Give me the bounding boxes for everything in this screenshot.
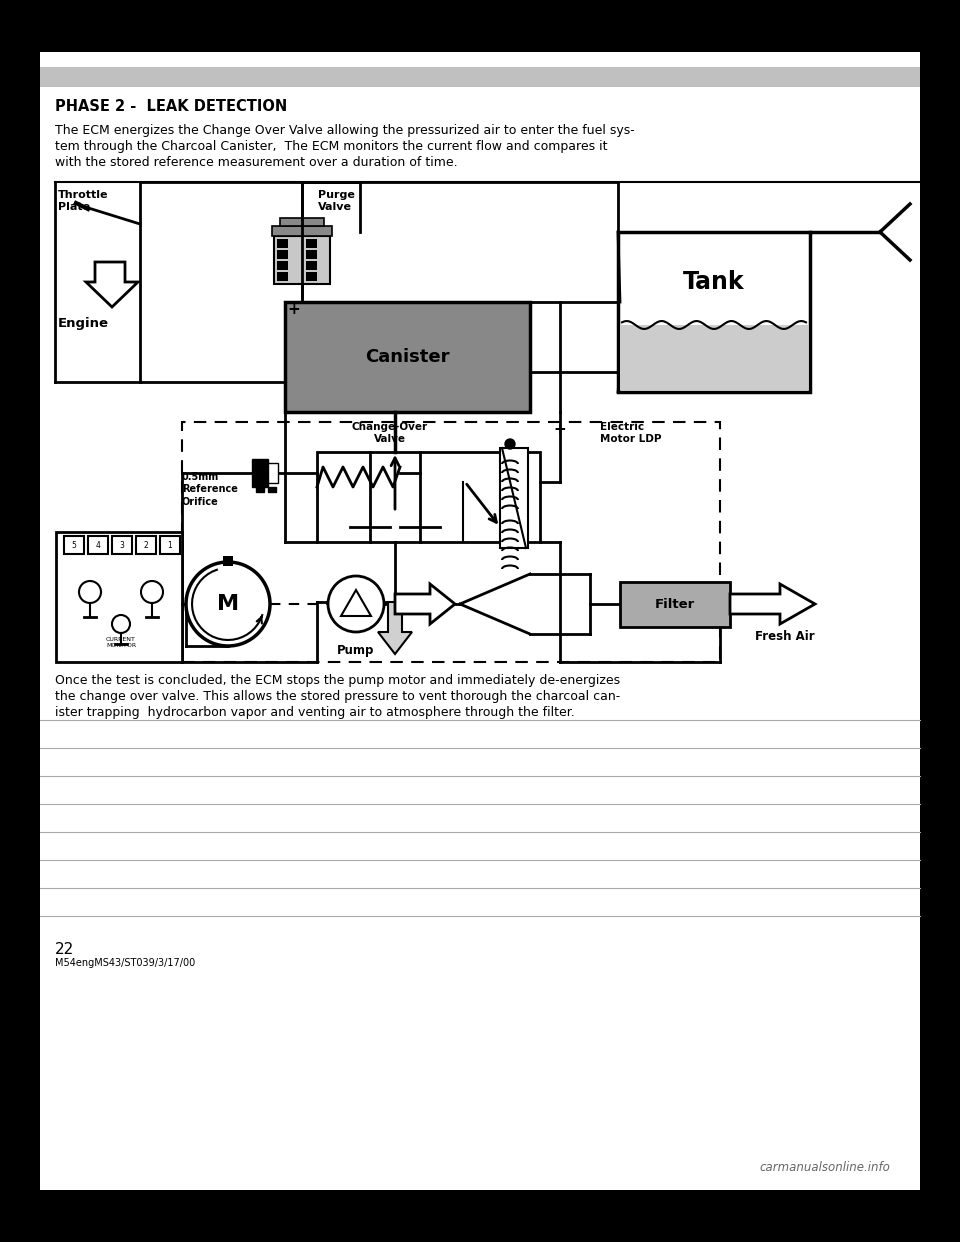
Text: the change over valve. This allows the stored pressure to vent thorough the char: the change over valve. This allows the s… — [55, 691, 620, 703]
Bar — [160, 537, 180, 554]
Bar — [136, 537, 156, 554]
Text: 1: 1 — [168, 540, 173, 549]
Text: Fresh Air: Fresh Air — [756, 630, 815, 643]
Text: Engine: Engine — [58, 317, 109, 330]
Bar — [56, 532, 182, 662]
Bar — [277, 261, 288, 270]
Text: Once the test is concluded, the ECM stops the pump motor and immediately de-ener: Once the test is concluded, the ECM stop… — [55, 674, 620, 687]
Polygon shape — [395, 584, 455, 623]
Text: +: + — [554, 422, 566, 437]
Bar — [500, 448, 528, 548]
Text: with the stored reference measurement over a duration of time.: with the stored reference measurement ov… — [55, 156, 458, 169]
Text: 5: 5 — [72, 540, 77, 549]
Polygon shape — [730, 584, 815, 623]
Text: Purge
Valve: Purge Valve — [318, 190, 355, 212]
Bar — [88, 537, 108, 554]
Bar — [277, 250, 288, 260]
Circle shape — [141, 581, 163, 604]
Bar — [306, 261, 317, 270]
Text: Filter: Filter — [655, 597, 695, 611]
Circle shape — [328, 576, 384, 632]
Bar — [317, 452, 540, 542]
Text: Tank: Tank — [684, 270, 745, 294]
Bar — [268, 487, 276, 492]
Text: Electric
Motor LDP: Electric Motor LDP — [600, 422, 661, 445]
Bar — [618, 232, 810, 392]
Text: Canister: Canister — [365, 348, 449, 366]
Bar — [252, 460, 268, 487]
Bar — [306, 238, 317, 248]
Bar — [274, 236, 330, 284]
Circle shape — [505, 438, 515, 450]
Text: PHASE 2 -  LEAK DETECTION: PHASE 2 - LEAK DETECTION — [55, 99, 287, 114]
Text: M: M — [217, 594, 239, 614]
Text: 3: 3 — [120, 540, 125, 549]
Circle shape — [112, 615, 130, 633]
Text: 0.5mm
Reference
Orifice: 0.5mm Reference Orifice — [182, 472, 238, 507]
Text: CURRENT
MONITOR: CURRENT MONITOR — [106, 637, 136, 648]
Text: ister trapping  hydrocarbon vapor and venting air to atmosphere through the filt: ister trapping hydrocarbon vapor and ven… — [55, 705, 575, 719]
Polygon shape — [86, 262, 138, 307]
Bar — [64, 537, 84, 554]
Text: tem through the Charcoal Canister,  The ECM monitors the current flow and compar: tem through the Charcoal Canister, The E… — [55, 140, 608, 153]
Text: carmanualsonline.info: carmanualsonline.info — [759, 1161, 890, 1174]
Polygon shape — [378, 602, 412, 655]
Text: 22: 22 — [55, 941, 74, 958]
Bar — [277, 238, 288, 248]
Bar — [306, 250, 317, 260]
Text: The ECM energizes the Change Over Valve allowing the pressurized air to enter th: The ECM energizes the Change Over Valve … — [55, 124, 635, 137]
Circle shape — [186, 561, 270, 646]
Text: 2: 2 — [144, 540, 149, 549]
Bar — [112, 537, 132, 554]
Bar — [272, 226, 332, 236]
Text: M54engMS43/ST039/3/17/00: M54engMS43/ST039/3/17/00 — [55, 958, 195, 968]
Text: Pump: Pump — [337, 645, 374, 657]
Bar — [620, 582, 730, 627]
Bar — [280, 219, 324, 226]
Bar — [268, 463, 278, 483]
Text: Change-Over
Valve: Change-Over Valve — [352, 422, 428, 445]
Text: 4: 4 — [96, 540, 101, 549]
Bar — [306, 272, 317, 281]
Text: +: + — [288, 302, 300, 317]
Circle shape — [79, 581, 101, 604]
Bar — [223, 556, 233, 566]
Bar — [40, 67, 920, 87]
Bar — [277, 272, 288, 281]
Bar — [620, 325, 808, 390]
Bar — [285, 302, 530, 412]
Text: Throttle
Plate: Throttle Plate — [58, 190, 108, 212]
Bar — [182, 422, 720, 662]
Bar — [256, 487, 264, 492]
